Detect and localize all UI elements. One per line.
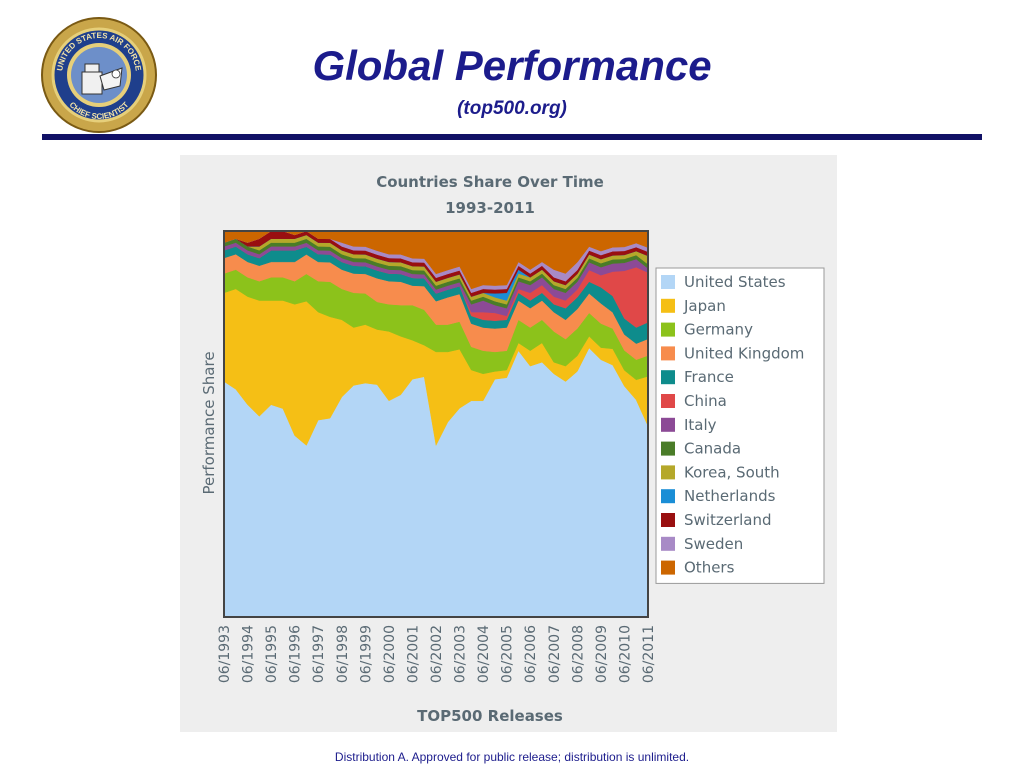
x-tick-label: 06/1995	[264, 625, 280, 683]
legend-label-united-kingdom[interactable]: United Kingdom	[684, 344, 804, 362]
legend-swatch-italy	[661, 417, 675, 432]
legend-swatch-switzerland	[661, 513, 675, 527]
legend-label-germany[interactable]: Germany	[684, 321, 753, 339]
x-tick-label: 06/2007	[547, 625, 563, 683]
legend-swatch-china	[661, 394, 675, 408]
legend-swatch-netherlands	[661, 489, 675, 504]
x-tick-label: 06/2002	[429, 625, 445, 683]
x-tick-label: 06/1999	[358, 625, 374, 683]
legend-swatch-others	[661, 560, 675, 575]
x-tick-label: 06/2011	[641, 625, 657, 683]
header-divider	[42, 134, 982, 140]
legend-label-others[interactable]: Others	[684, 559, 735, 577]
area-series-group	[223, 230, 649, 618]
page-subtitle: (top500.org)	[457, 98, 567, 119]
x-tick-label: 06/2001	[405, 625, 421, 683]
legend-swatch-united-states	[661, 275, 675, 289]
legend-swatch-canada	[661, 441, 675, 456]
x-tick-label: 06/1997	[311, 625, 327, 683]
legend-label-canada[interactable]: Canada	[684, 440, 741, 458]
x-axis-label: TOP500 Releases	[417, 707, 563, 725]
legend-label-united-states[interactable]: United States	[684, 273, 786, 291]
chart-subtitle: 1993-2011	[445, 199, 535, 217]
x-tick-labels: 06/1993 06/1994 06/1995 06/1996 06/1997 06/19…	[217, 625, 657, 683]
legend-label-korea-south[interactable]: Korea, South	[684, 463, 780, 481]
x-tick-label: 06/1993	[217, 625, 233, 683]
countries-share-chart: Countries Share Over Time 1993-2011 Perf…	[200, 173, 825, 725]
x-tick-label: 06/1998	[335, 625, 351, 683]
legend-label-netherlands[interactable]: Netherlands	[684, 487, 776, 505]
x-tick-label: 06/2008	[570, 625, 586, 683]
legend-swatch-japan	[661, 298, 675, 313]
x-tick-label: 06/1994	[241, 625, 257, 683]
legend-label-switzerland[interactable]: Switzerland	[684, 511, 772, 529]
x-tick-label: 06/2006	[523, 625, 539, 683]
x-tick-label: 06/2009	[594, 625, 610, 683]
x-tick-label: 06/2005	[500, 625, 516, 683]
legend-swatch-france	[661, 370, 675, 385]
legend-label-china[interactable]: China	[684, 392, 727, 410]
x-tick-label: 06/2000	[382, 625, 398, 683]
legend-box	[655, 267, 825, 584]
x-tick-label: 06/2010	[617, 625, 633, 683]
plot-frame	[223, 230, 649, 618]
chart-legend: United States Japan Germany United Kingdom F…	[655, 267, 825, 584]
legend-label-japan[interactable]: Japan	[683, 297, 726, 315]
x-tick-label: 06/2004	[476, 625, 492, 683]
legend-label-sweden[interactable]: Sweden	[684, 535, 743, 553]
chart-panel: Countries Share Over Time 1993-2011 Perf…	[180, 155, 837, 732]
air-force-seal: UNITED STATES AIR FORCE CHIEF SCIENTIST	[41, 17, 157, 133]
x-tick-label: 06/1996	[288, 625, 304, 683]
y-axis-label: Performance Share	[200, 351, 218, 494]
chart-title: Countries Share Over Time	[376, 173, 604, 191]
legend-label-france[interactable]: France	[684, 368, 734, 386]
legend-swatch-korea-south	[661, 465, 675, 480]
distribution-statement: Distribution A. Approved for public rele…	[334, 750, 690, 764]
legend-swatch-united-kingdom	[661, 346, 675, 361]
page-title: Global Performance	[312, 42, 712, 89]
legend-swatch-sweden	[661, 536, 675, 551]
legend-swatch-germany	[661, 322, 675, 337]
legend-label-italy[interactable]: Italy	[684, 416, 717, 434]
x-tick-label: 06/2003	[453, 625, 469, 683]
